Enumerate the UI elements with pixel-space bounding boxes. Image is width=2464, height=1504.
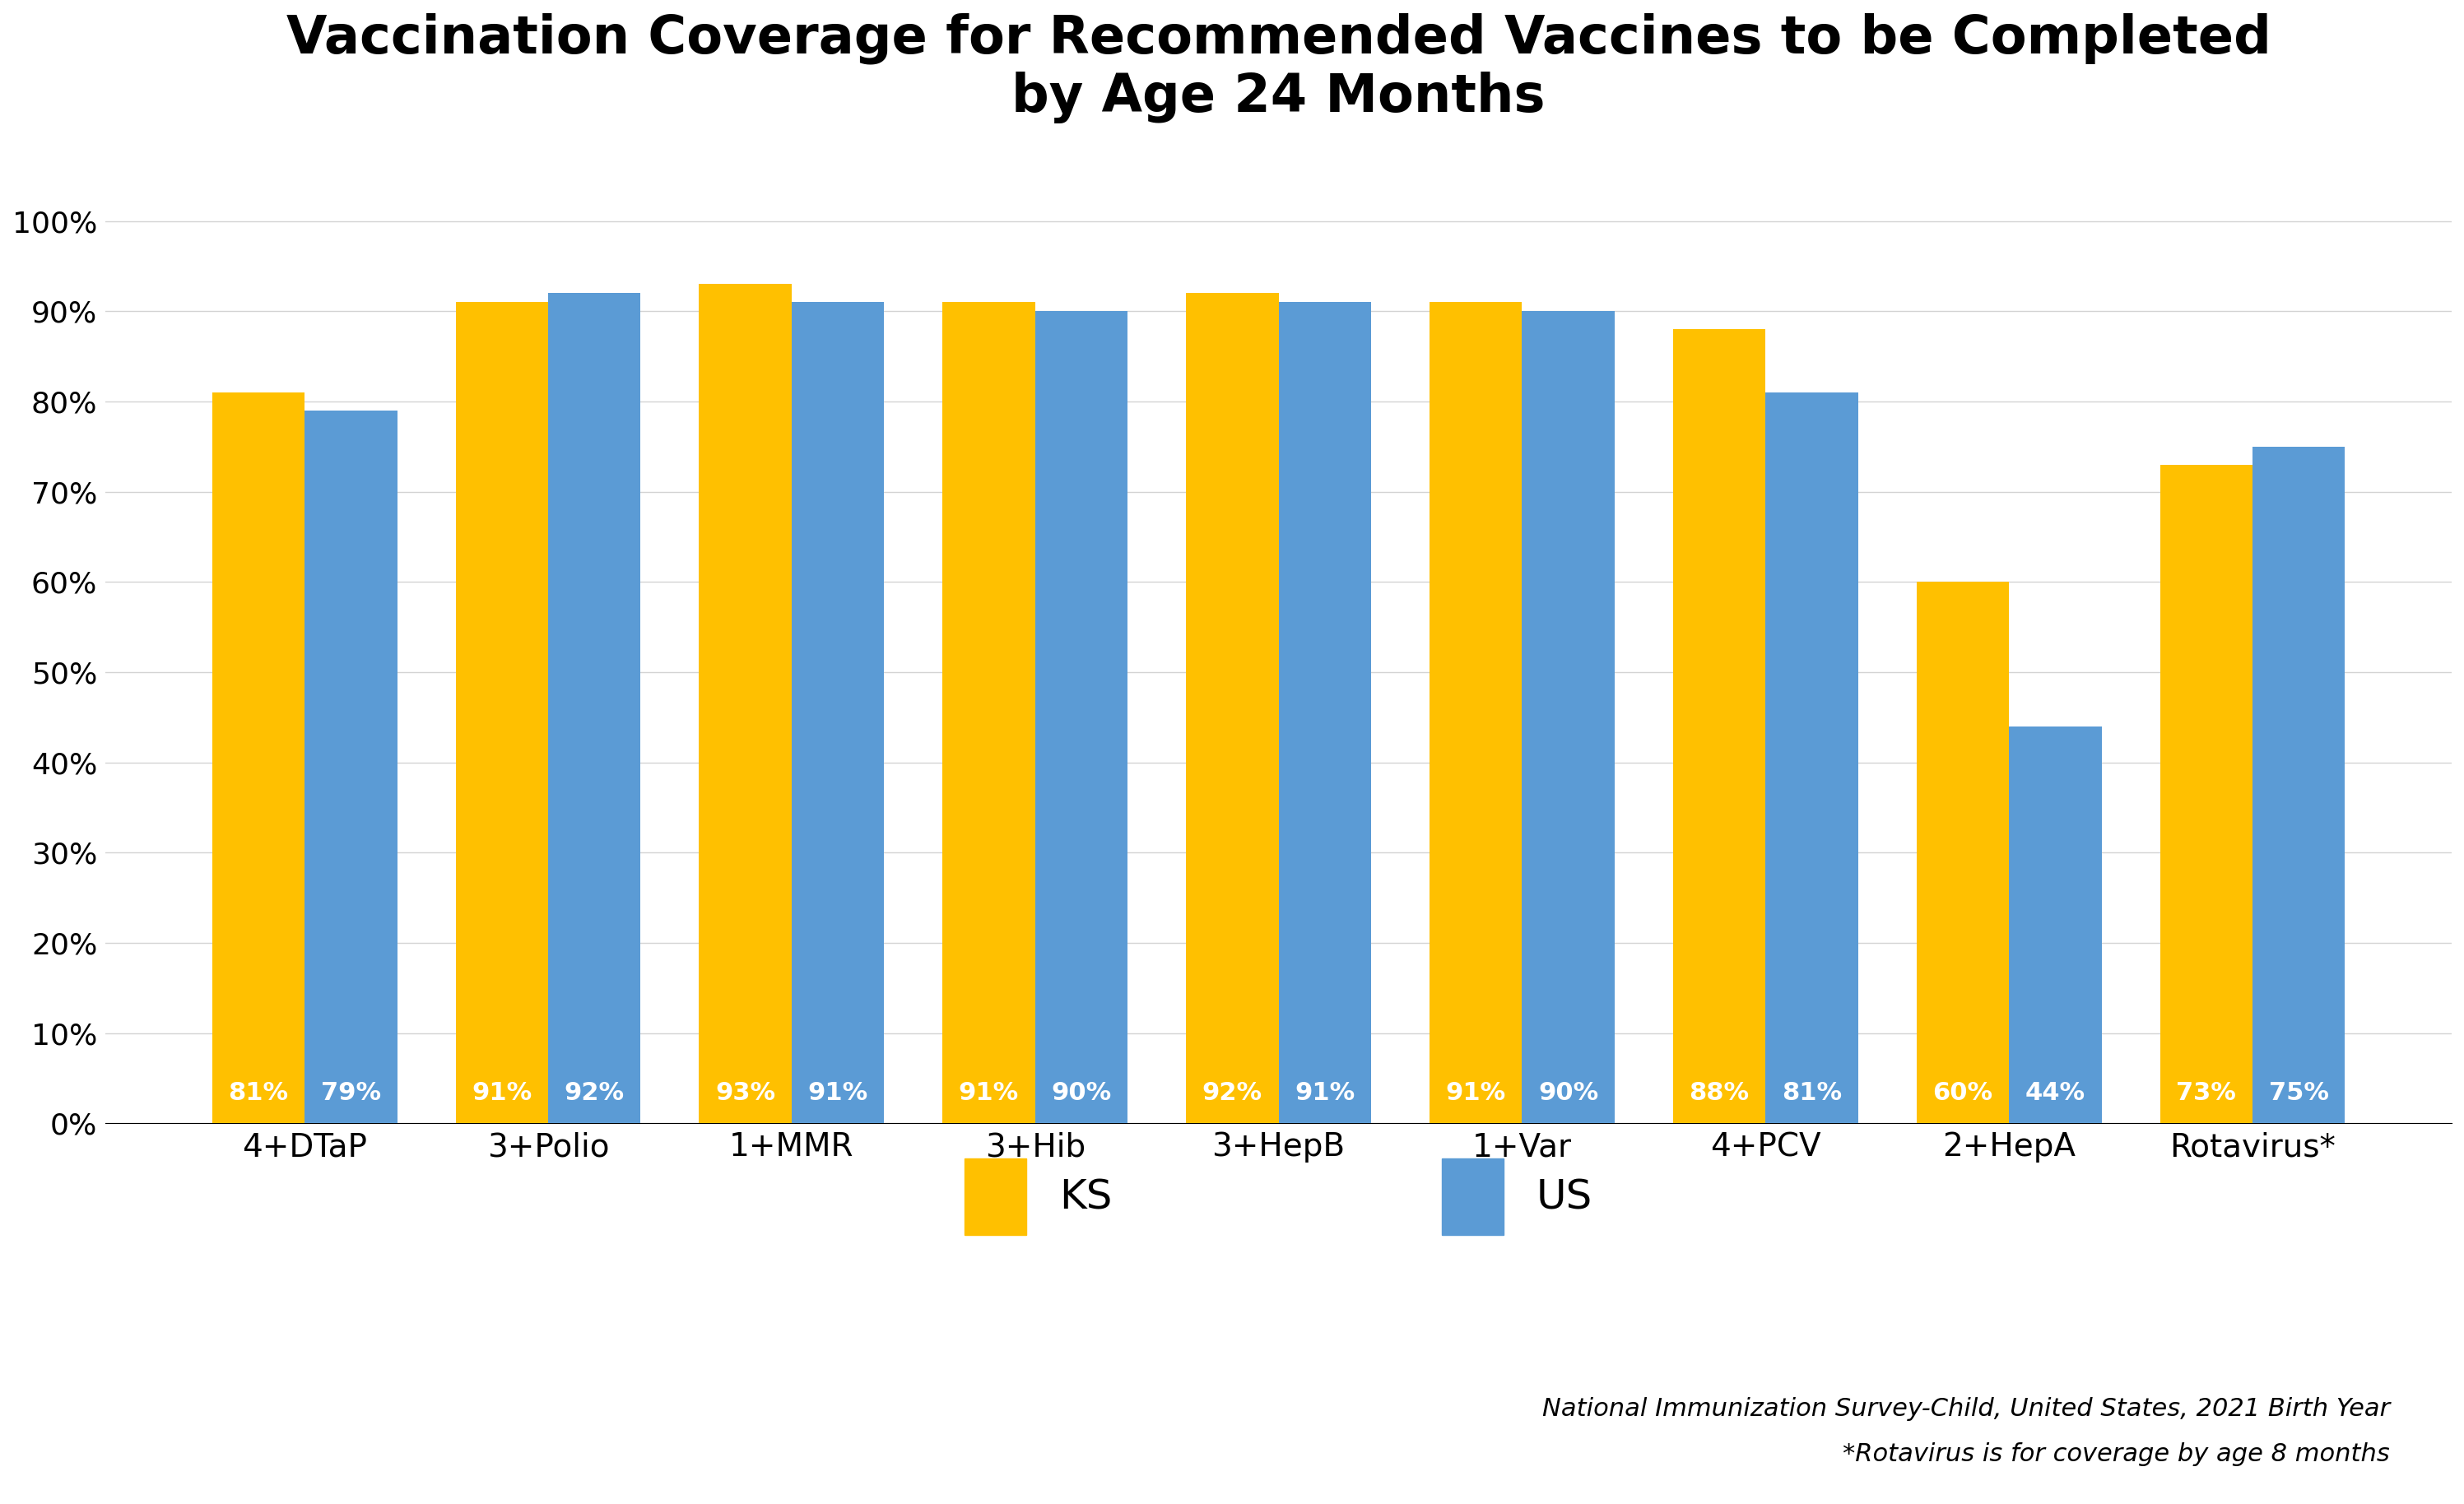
Text: 91%: 91% [808, 1081, 867, 1105]
Bar [456, 302, 547, 1123]
Text: 75%: 75% [2269, 1081, 2328, 1105]
Bar [700, 284, 791, 1123]
Bar [1035, 311, 1129, 1123]
Bar [2252, 447, 2346, 1123]
Bar [547, 293, 641, 1123]
Text: 81%: 81% [1781, 1081, 1843, 1105]
Text: 93%: 93% [715, 1081, 776, 1105]
Bar [791, 302, 885, 1123]
Text: 91%: 91% [958, 1081, 1020, 1105]
Bar [1279, 302, 1370, 1123]
Bar [1673, 329, 1767, 1123]
Text: National Immunization Survey-Child, United States, 2021 Birth Year: National Immunization Survey-Child, Unit… [1542, 1397, 2390, 1421]
Legend: KS, US: KS, US [924, 1117, 1634, 1277]
Text: 91%: 91% [1294, 1081, 1355, 1105]
Bar [1523, 311, 1614, 1123]
Title: Vaccination Coverage for Recommended Vaccines to be Completed
by Age 24 Months: Vaccination Coverage for Recommended Vac… [286, 12, 2272, 123]
Text: 79%: 79% [320, 1081, 382, 1105]
Bar [212, 393, 306, 1123]
Bar [1429, 302, 1523, 1123]
Text: 91%: 91% [471, 1081, 532, 1105]
Text: 73%: 73% [2176, 1081, 2237, 1105]
Bar [306, 411, 397, 1123]
Text: *Rotavirus is for coverage by age 8 months: *Rotavirus is for coverage by age 8 mont… [1843, 1442, 2390, 1466]
Text: 90%: 90% [1052, 1081, 1111, 1105]
Text: 91%: 91% [1446, 1081, 1506, 1105]
Text: 44%: 44% [2025, 1081, 2085, 1105]
Bar [2008, 726, 2102, 1123]
Bar [1767, 393, 1858, 1123]
Text: 88%: 88% [1690, 1081, 1749, 1105]
Text: 92%: 92% [1202, 1081, 1262, 1105]
Text: 81%: 81% [229, 1081, 288, 1105]
Bar [1185, 293, 1279, 1123]
Bar [944, 302, 1035, 1123]
Text: 90%: 90% [1538, 1081, 1599, 1105]
Bar [2161, 465, 2252, 1123]
Bar [1917, 582, 2008, 1123]
Text: 92%: 92% [564, 1081, 623, 1105]
Text: 60%: 60% [1932, 1081, 1993, 1105]
